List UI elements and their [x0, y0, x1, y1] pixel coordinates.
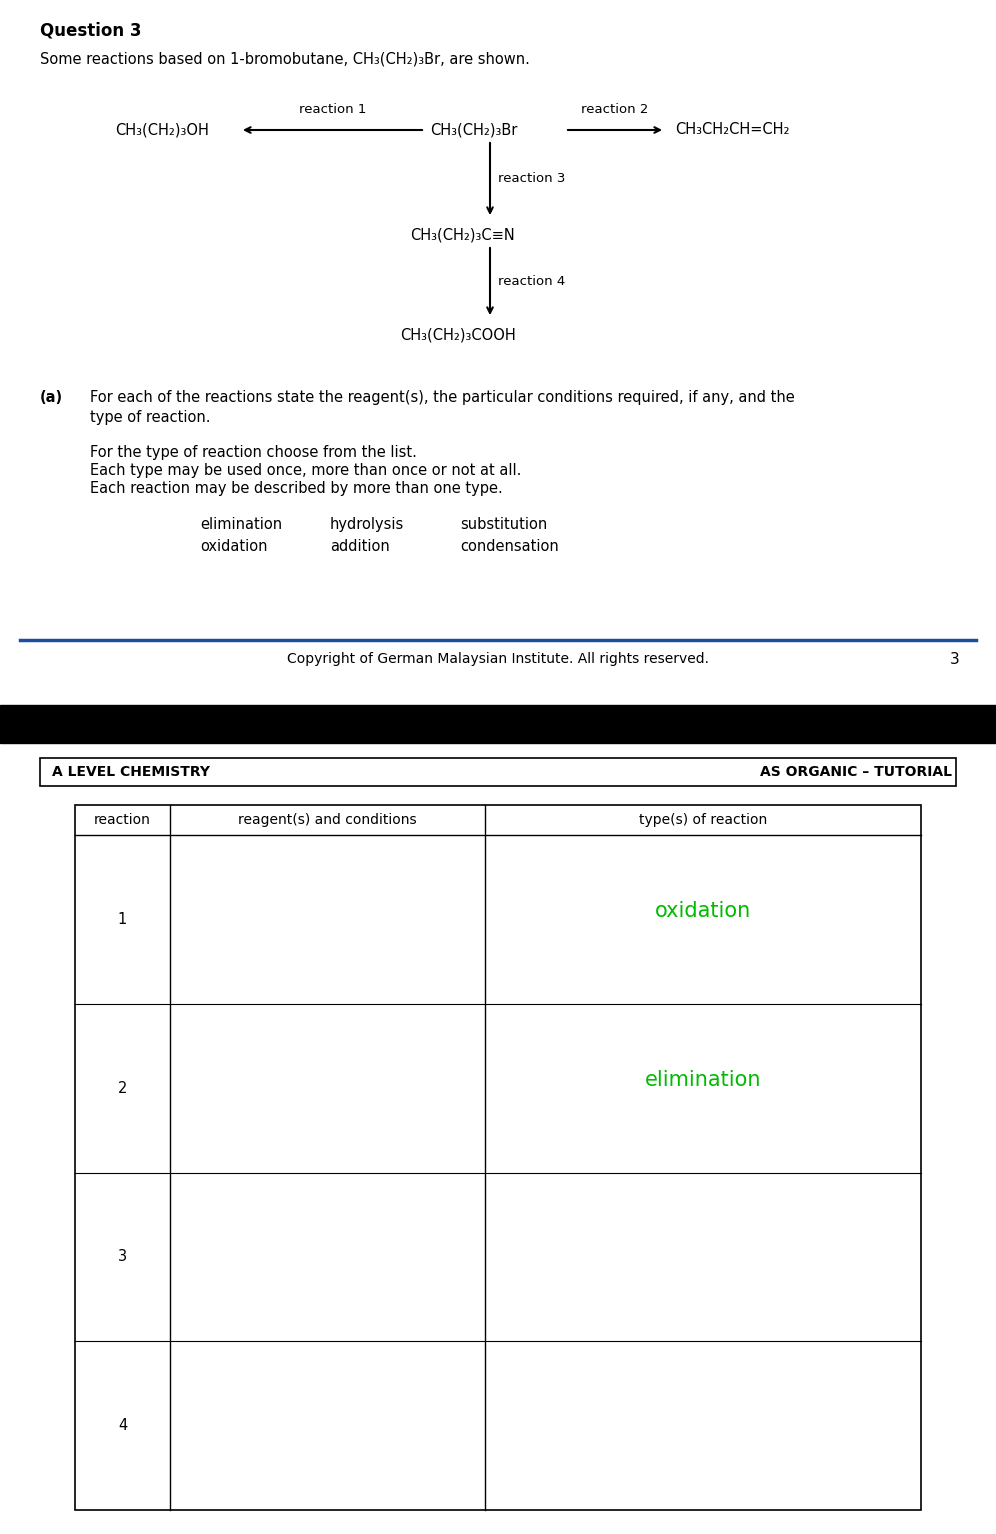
Text: reaction 3: reaction 3: [498, 172, 566, 186]
Text: CH₃(CH₂)₃COOH: CH₃(CH₂)₃COOH: [400, 327, 516, 342]
Text: reaction 1: reaction 1: [299, 103, 367, 117]
Text: reaction 4: reaction 4: [498, 275, 566, 288]
Text: A LEVEL CHEMISTRY: A LEVEL CHEMISTRY: [52, 765, 210, 779]
Text: Question 3: Question 3: [40, 21, 141, 40]
Text: Copyright of German Malaysian Institute. All rights reserved.: Copyright of German Malaysian Institute.…: [287, 652, 709, 666]
Text: 3: 3: [950, 652, 960, 667]
Text: Some reactions based on 1-bromobutane, CH₃(CH₂)₃Br, are shown.: Some reactions based on 1-bromobutane, C…: [40, 52, 530, 67]
Text: type(s) of reaction: type(s) of reaction: [638, 813, 767, 827]
Text: reaction 2: reaction 2: [582, 103, 648, 117]
Text: addition: addition: [330, 538, 389, 554]
Text: (a): (a): [40, 390, 63, 405]
Text: oxidation: oxidation: [655, 902, 751, 922]
Bar: [0, 706, 996, 742]
Text: For the type of reaction choose from the list.: For the type of reaction choose from the…: [90, 445, 417, 460]
Text: For each of the reactions state the reagent(s), the particular conditions requir: For each of the reactions state the reag…: [90, 390, 795, 405]
Text: 3: 3: [118, 1249, 127, 1264]
Text: 2: 2: [118, 1080, 127, 1095]
Text: Each type may be used once, more than once or not at all.: Each type may be used once, more than on…: [90, 463, 521, 479]
Text: elimination: elimination: [644, 1071, 761, 1091]
Text: CH₃(CH₂)₃OH: CH₃(CH₂)₃OH: [115, 123, 209, 138]
Text: hydrolysis: hydrolysis: [330, 517, 404, 532]
Text: reaction: reaction: [94, 813, 151, 827]
Text: AS ORGANIC – TUTORIAL: AS ORGANIC – TUTORIAL: [760, 765, 952, 779]
Text: condensation: condensation: [460, 538, 559, 554]
Text: elimination: elimination: [200, 517, 282, 532]
Text: 1: 1: [118, 911, 127, 927]
Text: oxidation: oxidation: [200, 538, 268, 554]
Text: reagent(s) and conditions: reagent(s) and conditions: [238, 813, 416, 827]
Text: substitution: substitution: [460, 517, 547, 532]
Text: CH₃CH₂CH=CH₂: CH₃CH₂CH=CH₂: [675, 123, 790, 138]
Text: Each reaction may be described by more than one type.: Each reaction may be described by more t…: [90, 482, 503, 495]
Text: CH₃(CH₂)₃C≡N: CH₃(CH₂)₃C≡N: [410, 227, 515, 242]
Text: type of reaction.: type of reaction.: [90, 410, 210, 425]
Bar: [40, 758, 956, 785]
Bar: [75, 805, 921, 1509]
Text: 4: 4: [118, 1417, 127, 1433]
Text: CH₃(CH₂)₃Br: CH₃(CH₂)₃Br: [430, 123, 517, 138]
